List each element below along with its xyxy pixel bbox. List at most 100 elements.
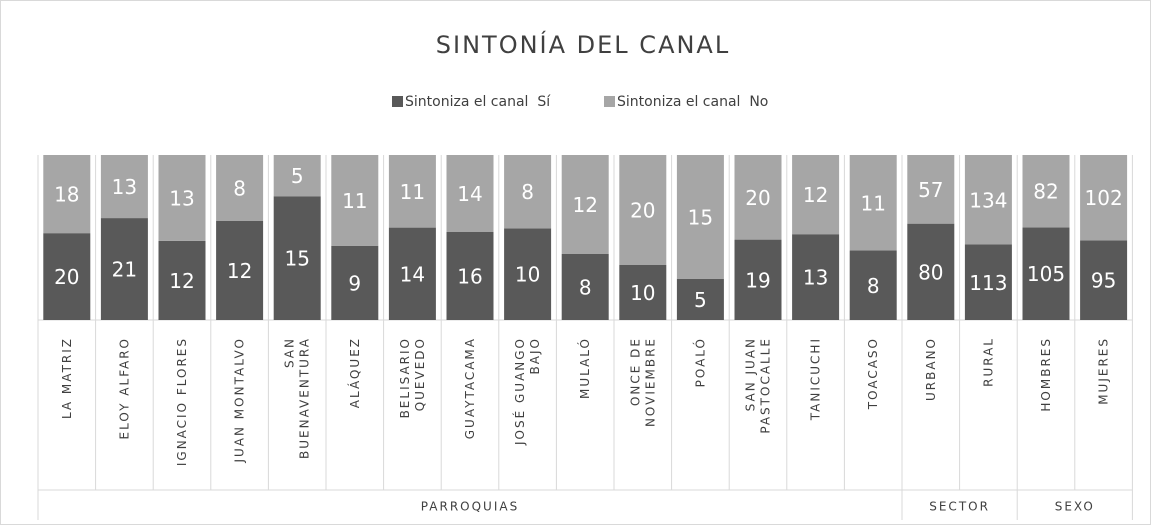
legend-swatch — [392, 96, 403, 107]
value-label: 18 — [54, 183, 79, 207]
value-label: 20 — [54, 265, 79, 289]
bar-segment — [561, 254, 609, 320]
x-tick-label: ONCE DENOVIEMBRE — [628, 337, 657, 427]
bar-segment — [1022, 155, 1070, 228]
bar-segment — [504, 155, 552, 229]
x-tick-label: TANICUCHI — [808, 337, 822, 421]
value-label: 10 — [630, 281, 655, 305]
bar-segment — [619, 155, 667, 265]
bar-segment — [446, 155, 494, 232]
bar-segment — [273, 155, 321, 197]
value-label: 16 — [457, 265, 482, 289]
x-tick-label: IGNACIO FLORES — [175, 337, 189, 466]
x-tick-label: POALÓ — [692, 337, 707, 387]
value-label: 14 — [457, 182, 482, 206]
bar-segment — [734, 239, 782, 320]
value-label: 12 — [227, 259, 252, 283]
chart-title: SINTONÍA DEL CANAL — [436, 30, 730, 59]
x-tick-label: SANBUENAVENTURA — [282, 337, 311, 459]
legend-swatch — [604, 96, 615, 107]
value-label: 12 — [169, 269, 194, 293]
group-label: PARROQUIAS — [421, 500, 519, 514]
bar-segment — [504, 228, 552, 320]
x-tick-label: JUAN MONTALVO — [232, 337, 246, 464]
value-label: 8 — [867, 274, 880, 298]
x-tick-label: LA MATRIZ — [59, 337, 73, 419]
value-label: 95 — [1091, 269, 1116, 293]
bar-segment — [158, 240, 206, 320]
bar-segment — [216, 221, 264, 320]
value-label: 20 — [745, 186, 770, 210]
value-label: 13 — [112, 175, 137, 199]
value-label: 21 — [112, 258, 137, 282]
value-label: 8 — [521, 180, 534, 204]
bar-segment — [964, 155, 1012, 245]
bar-segment — [43, 155, 91, 234]
bar-segment — [849, 155, 897, 251]
x-tick-label: SAN JUANPASTOCALLE — [743, 337, 772, 434]
group-label: SECTOR — [929, 500, 990, 514]
value-label: 8 — [233, 177, 246, 201]
x-tick-label: JOSÉ GUANGOBAJO — [512, 337, 542, 446]
value-label: 19 — [745, 268, 770, 292]
value-label: 13 — [169, 186, 194, 210]
x-tick-label: ELOY ALFARO — [117, 337, 131, 439]
bar-segment — [43, 233, 91, 320]
value-label: 20 — [630, 199, 655, 223]
bar-segment — [100, 155, 148, 219]
bar-segment — [1080, 155, 1128, 241]
value-label: 11 — [342, 189, 367, 213]
value-label: 15 — [284, 247, 309, 271]
bar-segment — [216, 155, 264, 221]
value-label: 12 — [572, 193, 597, 217]
bar-segment — [1080, 240, 1128, 320]
x-tick-label: TOACASO — [866, 337, 880, 410]
bar-segment — [388, 227, 436, 320]
value-label: 13 — [803, 266, 828, 290]
bar-segment — [561, 155, 609, 254]
bar-segment — [907, 223, 955, 320]
x-tick-label: RURAL — [981, 337, 995, 387]
value-label: 8 — [579, 276, 592, 300]
bar-segment — [331, 245, 379, 320]
value-label: 10 — [515, 263, 540, 287]
value-label: 5 — [291, 164, 304, 188]
bar-segment — [1022, 227, 1070, 320]
bar-segment — [907, 155, 955, 224]
value-label: 15 — [688, 205, 713, 229]
x-tick-label: GUAYTACAMA — [463, 337, 477, 439]
value-label: 9 — [348, 271, 361, 295]
value-label: 5 — [694, 288, 707, 312]
x-tick-label: URBANO — [923, 337, 937, 401]
bar-segment — [792, 155, 840, 235]
bar-segment — [100, 218, 148, 320]
value-label: 11 — [860, 191, 885, 215]
x-tick-label: MUJERES — [1096, 337, 1110, 405]
bar-segment — [849, 250, 897, 320]
bar-segment — [964, 244, 1012, 320]
legend-label: Sintoniza el canal Sí — [405, 94, 551, 110]
group-label: SEXO — [1055, 500, 1095, 514]
bar-segment — [734, 155, 782, 240]
x-tick-label: ALÁQUEZ — [346, 337, 361, 408]
bar-segment — [676, 155, 724, 279]
x-tick-label: HOMBRES — [1039, 337, 1053, 412]
value-label: 14 — [400, 262, 425, 286]
legend-label: Sintoniza el canal No — [617, 94, 768, 110]
x-tick-label: MULALÓ — [577, 337, 592, 399]
bar-segment — [792, 234, 840, 320]
value-label: 11 — [400, 180, 425, 204]
value-label: 102 — [1085, 186, 1123, 210]
bar-segment — [273, 196, 321, 320]
bar-segment — [676, 278, 724, 320]
bar-segment — [619, 265, 667, 320]
bar-segment — [331, 155, 379, 246]
value-label: 80 — [918, 260, 943, 284]
value-label: 82 — [1033, 180, 1058, 204]
value-label: 12 — [803, 183, 828, 207]
value-label: 105 — [1027, 262, 1065, 286]
value-label: 113 — [969, 271, 1007, 295]
bar-segment — [446, 232, 494, 320]
